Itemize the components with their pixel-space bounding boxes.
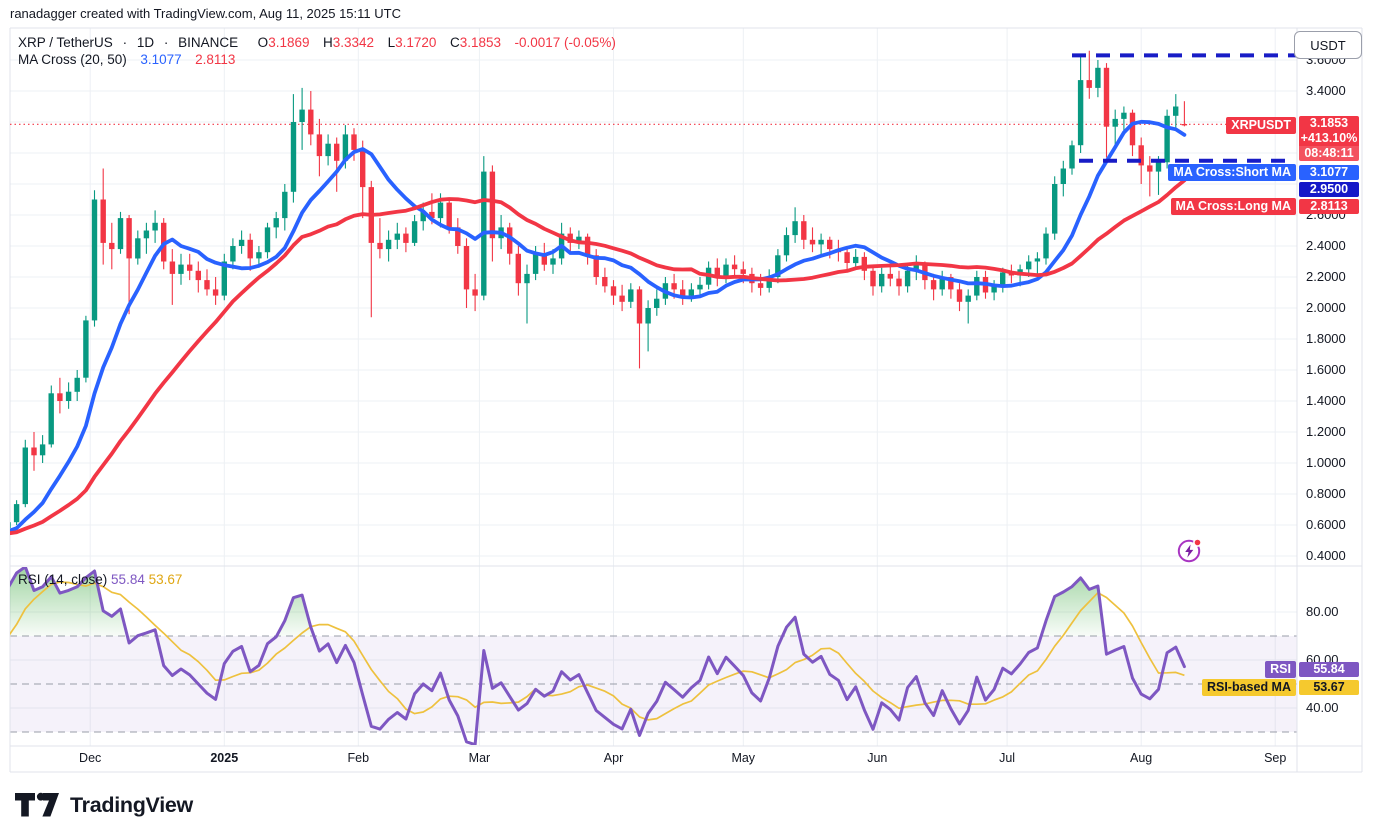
rsi-value-tag: 55.84 — [1299, 662, 1359, 677]
time-axis-label-aug: Aug — [1130, 751, 1153, 765]
price-axis-label: 1.8000 — [1306, 331, 1346, 346]
time-axis-label-apr: Apr — [603, 751, 624, 765]
tradingview-logo[interactable]: TradingView — [14, 790, 193, 820]
ohlc-close-value: 3.1853 — [459, 35, 501, 50]
price-axis-label: 1.2000 — [1306, 424, 1346, 439]
alert-magic-icon[interactable] — [1176, 537, 1203, 564]
time-axis-label-jun: Jun — [867, 751, 888, 765]
indicator-value-tag: 3.1077 — [1299, 165, 1359, 180]
indicator-value-tag: 2.9500 — [1299, 182, 1359, 197]
indicator-tag[interactable]: MA Cross:Long MA — [1170, 198, 1296, 215]
currency-toggle-button[interactable]: USDT — [1294, 31, 1362, 59]
rsi-axis-label: 80.00 — [1306, 604, 1339, 619]
rsi-legend-label: RSI (14, close) — [18, 572, 108, 587]
price-axis-label: 2.0000 — [1306, 300, 1346, 315]
price-axis-label: 3.4000 — [1306, 83, 1346, 98]
rsi-tag[interactable]: RSI-based MA — [1201, 679, 1296, 696]
price-axis-label: 0.4000 — [1306, 548, 1346, 563]
time-axis-label-jul: Jul — [999, 751, 1016, 765]
rsi-legend[interactable]: RSI (14, close) 55.84 53.67 — [18, 572, 182, 587]
rsi-tag[interactable]: RSI — [1265, 661, 1296, 678]
ohlc-change: -0.0017 (-0.05%) — [514, 35, 616, 50]
rsi-legend-value: 55.84 — [111, 572, 145, 587]
time-axis-label-feb: Feb — [347, 751, 370, 765]
price-axis-label: 2.4000 — [1306, 238, 1346, 253]
ohlc-open-value: 3.1869 — [268, 35, 310, 50]
legend-exchange: BINANCE — [178, 35, 239, 50]
time-axis-label-mar: Mar — [468, 751, 491, 765]
credit-text: ranadagger created with TradingView.com,… — [10, 6, 401, 21]
indicator-value-tag: 2.8113 — [1299, 199, 1359, 214]
time-axis-label-may: May — [731, 751, 756, 765]
rsi-value-tag: 53.67 — [1299, 680, 1359, 695]
legend-ma-cross-row[interactable]: MA Cross (20, 50) 3.1077 2.8113 — [18, 51, 616, 68]
symbol-price-tag[interactable]: XRPUSDT — [1226, 117, 1296, 134]
rsi-axis-label: 40.00 — [1306, 700, 1339, 715]
price-axis-label: 1.0000 — [1306, 455, 1346, 470]
price-axis-label: 1.6000 — [1306, 362, 1346, 377]
time-axis-label-2025: 2025 — [210, 751, 239, 765]
ohlc-low-label: L — [387, 35, 396, 50]
ma-cross-label: MA Cross (20, 50) — [18, 52, 127, 67]
tradingview-logo-icon — [15, 792, 59, 817]
ohlc-close-label: C — [449, 35, 460, 50]
price-axis-label: 0.8000 — [1306, 486, 1346, 501]
ma-short-value: 3.1077 — [140, 52, 182, 67]
time-axis-label-dec: Dec — [79, 751, 102, 765]
rsi-ma-legend-value: 53.67 — [148, 572, 183, 587]
price-axis-label: 1.4000 — [1306, 393, 1346, 408]
legend-interval: 1D — [136, 35, 155, 50]
legend-symbol: XRP / TetherUS — [18, 35, 113, 50]
ma-long-value: 2.8113 — [195, 52, 236, 67]
ohlc-high-label: H — [323, 35, 333, 50]
ohlc-low-value: 3.1720 — [395, 35, 437, 50]
time-axis-label-sep: Sep — [1264, 751, 1287, 765]
price-axis-label: 0.6000 — [1306, 517, 1346, 532]
indicator-tag[interactable]: MA Cross:Short MA — [1168, 164, 1296, 181]
legend-symbol-row[interactable]: XRP / TetherUS · 1D · BINANCE O3.1869 H3… — [18, 35, 616, 50]
symbol-price-values: 3.1853 +413.10% 08:48:11 — [1299, 116, 1359, 161]
chart-legend: XRP / TetherUS · 1D · BINANCE O3.1869 H3… — [18, 34, 616, 68]
ohlc-open-label: O — [257, 35, 269, 50]
price-axis-label: 2.2000 — [1306, 269, 1346, 284]
tradingview-logo-text: TradingView — [70, 792, 193, 817]
ohlc-high-value: 3.3342 — [332, 35, 375, 50]
